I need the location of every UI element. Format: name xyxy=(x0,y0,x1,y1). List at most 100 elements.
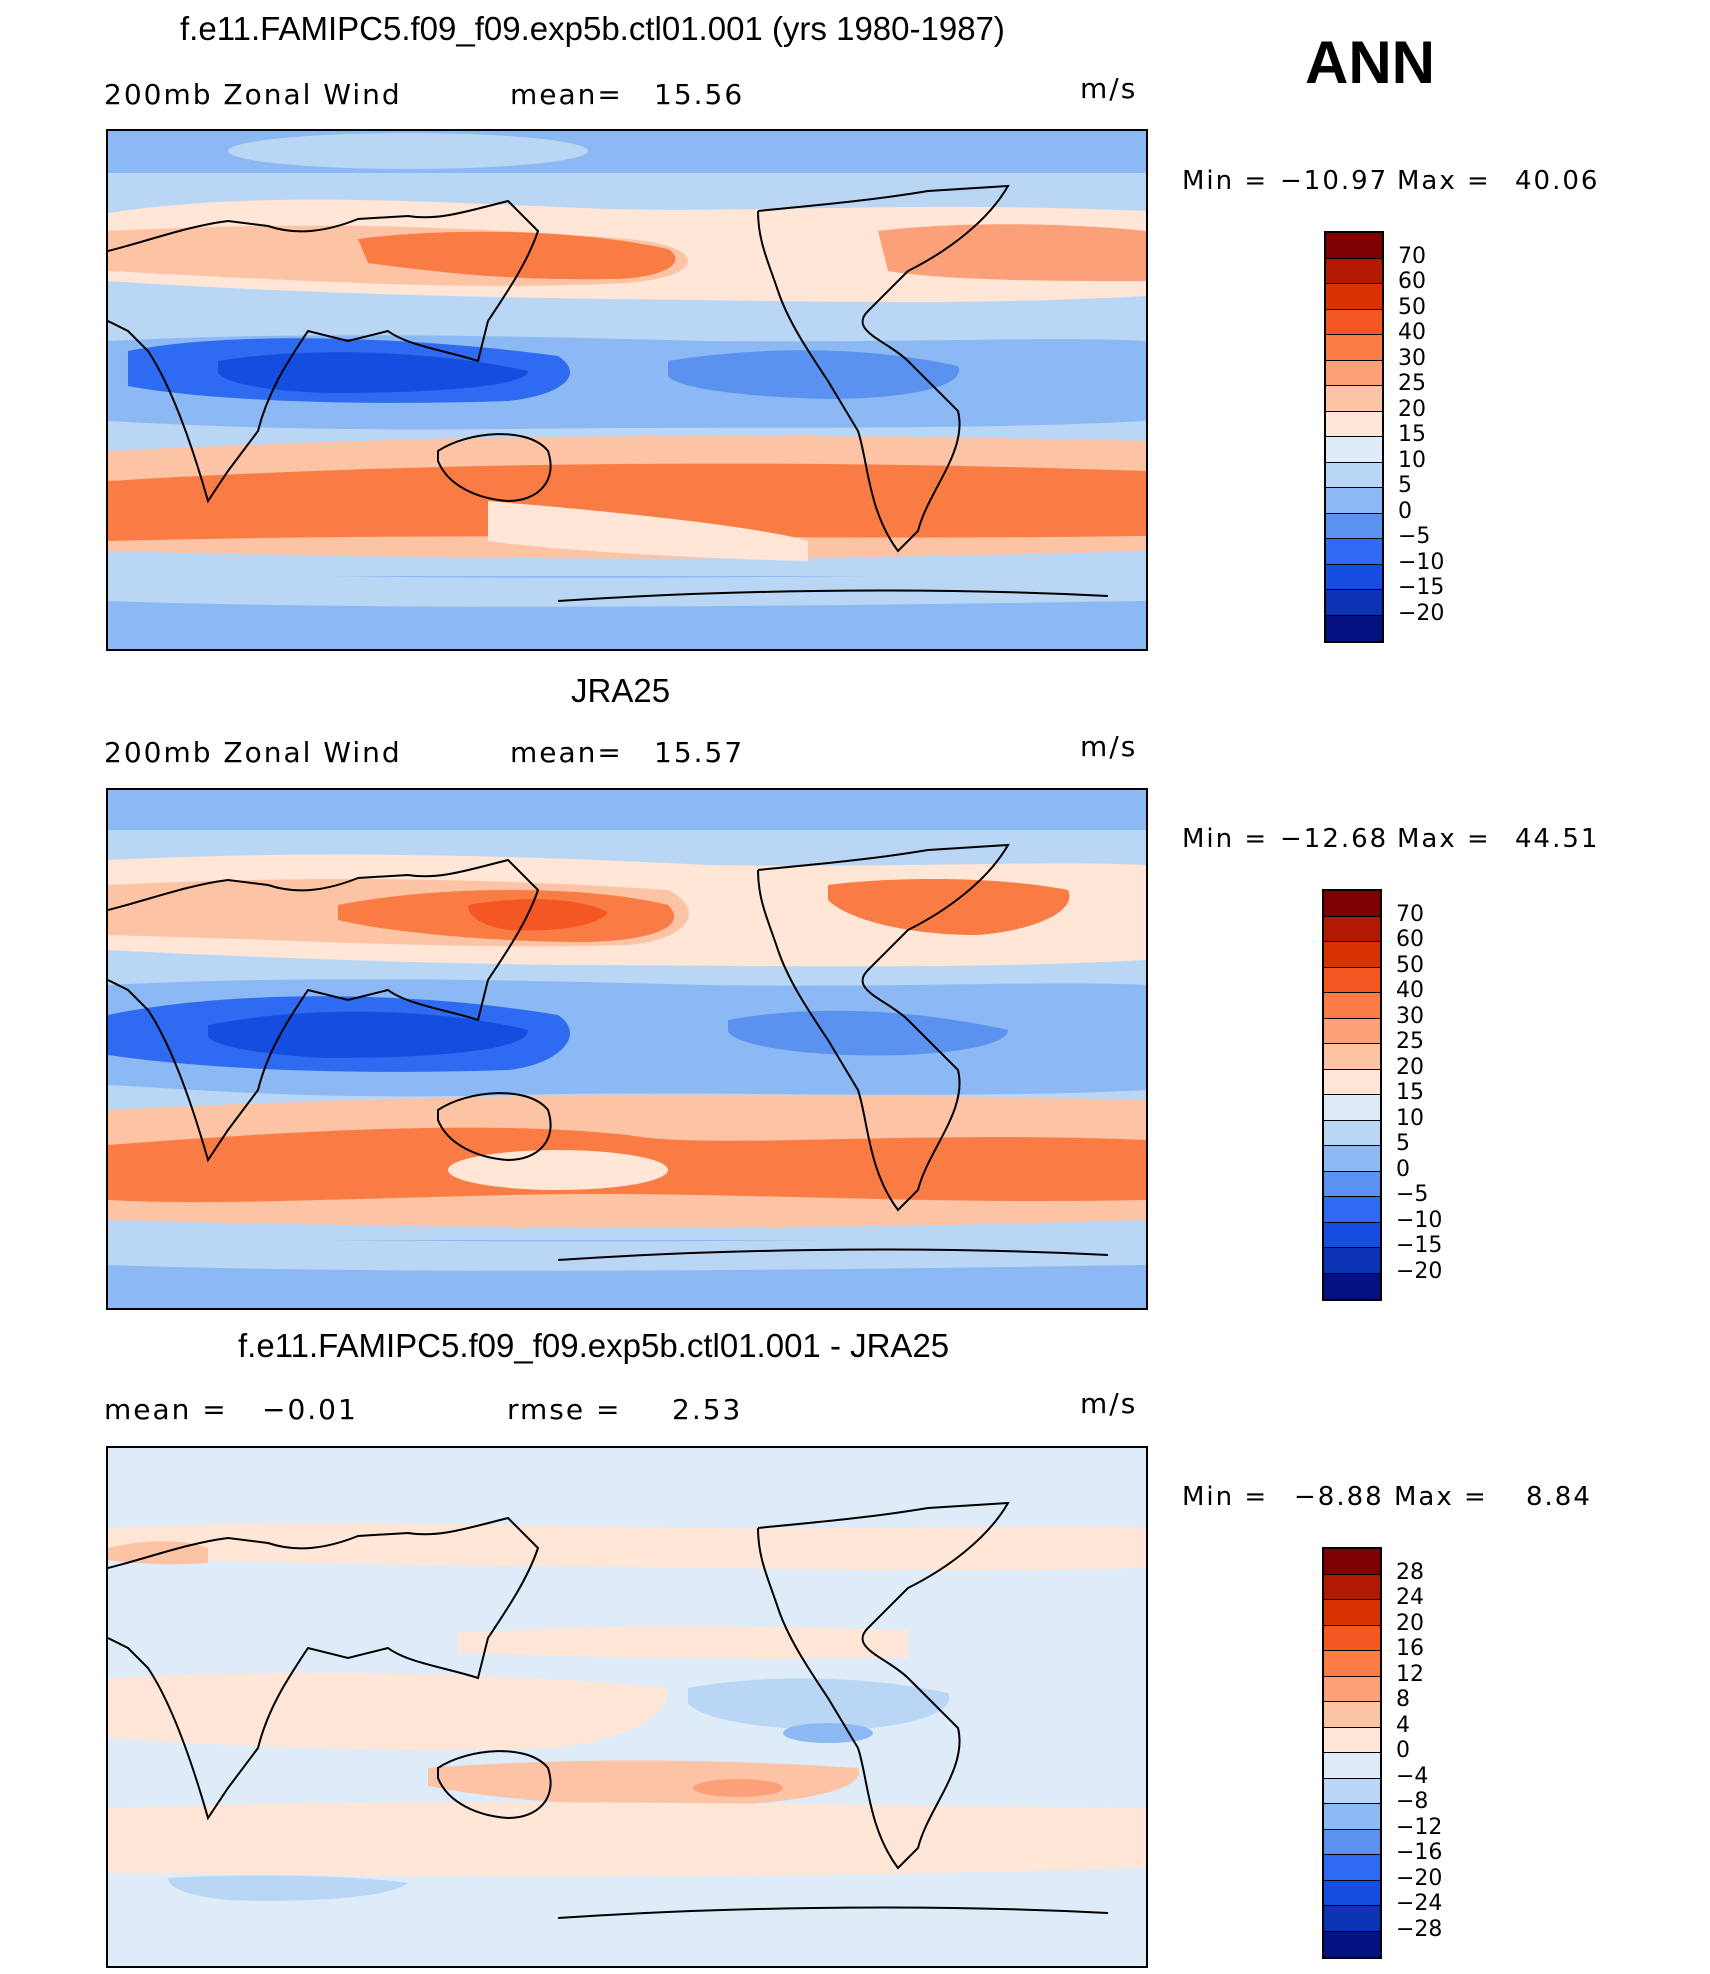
obs-indian-easterlies-core xyxy=(208,1011,528,1058)
cbar1-swatch-5 xyxy=(1326,335,1382,361)
cbar3-label-6: 8 xyxy=(1396,1687,1410,1712)
diff-east-pacific-negative xyxy=(688,1678,950,1730)
cbar3-swatch-2 xyxy=(1324,1574,1380,1600)
cbar2-label-11: 0 xyxy=(1396,1157,1410,1182)
cbar3-swatch-13 xyxy=(1324,1855,1380,1881)
cbar3-swatch-5 xyxy=(1324,1651,1380,1677)
diff-southern-ocean-negative xyxy=(168,1875,408,1901)
cbar2-swatch-3 xyxy=(1324,942,1380,968)
panel3-rmse-value: 2.53 xyxy=(672,1393,743,1426)
cbar1-swatch-10 xyxy=(1326,462,1382,488)
model-asian-jet xyxy=(358,231,676,280)
cbar2-swatch-8 xyxy=(1324,1069,1380,1095)
cbar3-label-9: −4 xyxy=(1396,1764,1429,1789)
cbar3-swatch-3 xyxy=(1324,1600,1380,1626)
panel2-mean-label: mean= xyxy=(510,736,623,769)
cbar2-label-9: 10 xyxy=(1396,1106,1424,1131)
obs-americas-coast xyxy=(757,843,1010,1212)
model-coastlines xyxy=(108,184,1109,602)
cbar3-label-8: 0 xyxy=(1396,1738,1410,1763)
cbar3-label-10: −8 xyxy=(1396,1789,1429,1814)
cbar3-label-13: −20 xyxy=(1396,1866,1443,1891)
cbar1-label-6: 25 xyxy=(1398,371,1426,396)
cbar2-swatch-14 xyxy=(1324,1222,1380,1248)
cbar3-swatch-7 xyxy=(1324,1702,1380,1728)
cbar1-label-15: −20 xyxy=(1398,601,1445,626)
cbar1-label-13: −10 xyxy=(1398,550,1445,575)
cbar2-swatch-5 xyxy=(1324,993,1380,1019)
panel2-max-label: Max = xyxy=(1397,824,1491,854)
panel1-max-value: 40.06 xyxy=(1515,166,1600,196)
cbar1-swatch-4 xyxy=(1326,309,1382,335)
cbar2-label-8: 15 xyxy=(1396,1080,1424,1105)
cbar3-label-12: −16 xyxy=(1396,1840,1443,1865)
cbar1-label-3: 50 xyxy=(1398,295,1426,320)
panel3-title: f.e11.FAMIPC5.f09_f09.exp5b.ctl01.001 - … xyxy=(238,1327,950,1364)
panel3-colorbar-boxes xyxy=(1322,1547,1382,1959)
cbar2-label-12: −5 xyxy=(1396,1182,1429,1207)
panel3-max-label: Max = xyxy=(1394,1482,1488,1512)
panel3-rmse-label: rmse = xyxy=(507,1393,622,1426)
cbar1-label-8: 15 xyxy=(1398,422,1426,447)
model-arctic-patch xyxy=(228,133,588,169)
diff-eurasia-africa-coast xyxy=(108,1516,540,1821)
cbar2-swatch-12 xyxy=(1324,1171,1380,1197)
cbar1-swatch-1 xyxy=(1326,233,1382,259)
panel1-variable: 200mb Zonal Wind xyxy=(104,78,402,111)
panel3-units: m/s xyxy=(1080,1387,1138,1420)
cbar2-swatch-11 xyxy=(1324,1146,1380,1172)
model-indian-easterlies-core xyxy=(218,352,528,393)
cbar3-label-7: 4 xyxy=(1396,1713,1410,1738)
panel3-min-label: Min = xyxy=(1182,1482,1269,1512)
cbar3-swatch-10 xyxy=(1324,1778,1380,1804)
model-eurasia-africa-coast xyxy=(108,199,540,504)
model-200mb-zonal-wind-map xyxy=(106,129,1148,651)
cbar2-swatch-16 xyxy=(1324,1273,1380,1299)
cbar2-swatch-15 xyxy=(1324,1248,1380,1274)
cbar2-swatch-6 xyxy=(1324,1018,1380,1044)
panel2-colorbar-boxes xyxy=(1322,889,1382,1301)
cbar1-swatch-3 xyxy=(1326,284,1382,310)
cbar2-swatch-4 xyxy=(1324,967,1380,993)
panel2-title: JRA25 xyxy=(571,672,671,709)
cbar2-label-5: 30 xyxy=(1396,1004,1424,1029)
cbar1-label-5: 30 xyxy=(1398,346,1426,371)
panel3-mean-label: mean = xyxy=(104,1393,228,1426)
cbar2-swatch-2 xyxy=(1324,916,1380,942)
panel3-max-value: 8.84 xyxy=(1526,1482,1592,1512)
cbar1-swatch-2 xyxy=(1326,258,1382,284)
cbar3-swatch-16 xyxy=(1324,1931,1380,1957)
cbar3-label-11: −12 xyxy=(1396,1815,1443,1840)
model-americas-coast xyxy=(757,184,1010,553)
cbar2-swatch-9 xyxy=(1324,1095,1380,1121)
obs-pacific-easterlies xyxy=(728,1010,1008,1056)
cbar2-label-3: 50 xyxy=(1396,953,1424,978)
obs-arctic-band xyxy=(108,790,1146,830)
diff-tropical-positive xyxy=(108,1672,668,1750)
panel2-mean-value: 15.57 xyxy=(654,736,745,769)
model-atlantic-jet xyxy=(878,224,1146,281)
cbar2-label-6: 25 xyxy=(1396,1029,1424,1054)
model-sh-jet xyxy=(108,463,1146,541)
season-label: ANN xyxy=(1305,29,1435,96)
cbar2-label-4: 40 xyxy=(1396,978,1424,1003)
cbar2-swatch-10 xyxy=(1324,1120,1380,1146)
model-australia-coast xyxy=(437,433,552,503)
cbar1-label-2: 60 xyxy=(1398,269,1426,294)
panel2-variable: 200mb Zonal Wind xyxy=(104,736,402,769)
cbar1-swatch-12 xyxy=(1326,513,1382,539)
cbar1-swatch-9 xyxy=(1326,437,1382,463)
difference-map xyxy=(106,1446,1148,1968)
cbar2-label-13: −10 xyxy=(1396,1208,1443,1233)
cbar1-label-9: 10 xyxy=(1398,448,1426,473)
obs-asian-jet-core xyxy=(468,899,608,931)
obs-map-svg xyxy=(108,790,1146,1308)
cbar3-swatch-4 xyxy=(1324,1625,1380,1651)
cbar1-label-14: −15 xyxy=(1398,575,1445,600)
cbar3-swatch-8 xyxy=(1324,1727,1380,1753)
cbar2-swatch-13 xyxy=(1324,1197,1380,1223)
panel2-units: m/s xyxy=(1080,730,1138,763)
obs-australia-coast xyxy=(437,1092,552,1162)
cbar1-swatch-15 xyxy=(1326,590,1382,616)
obs-antarctic-transition xyxy=(108,1235,1146,1271)
